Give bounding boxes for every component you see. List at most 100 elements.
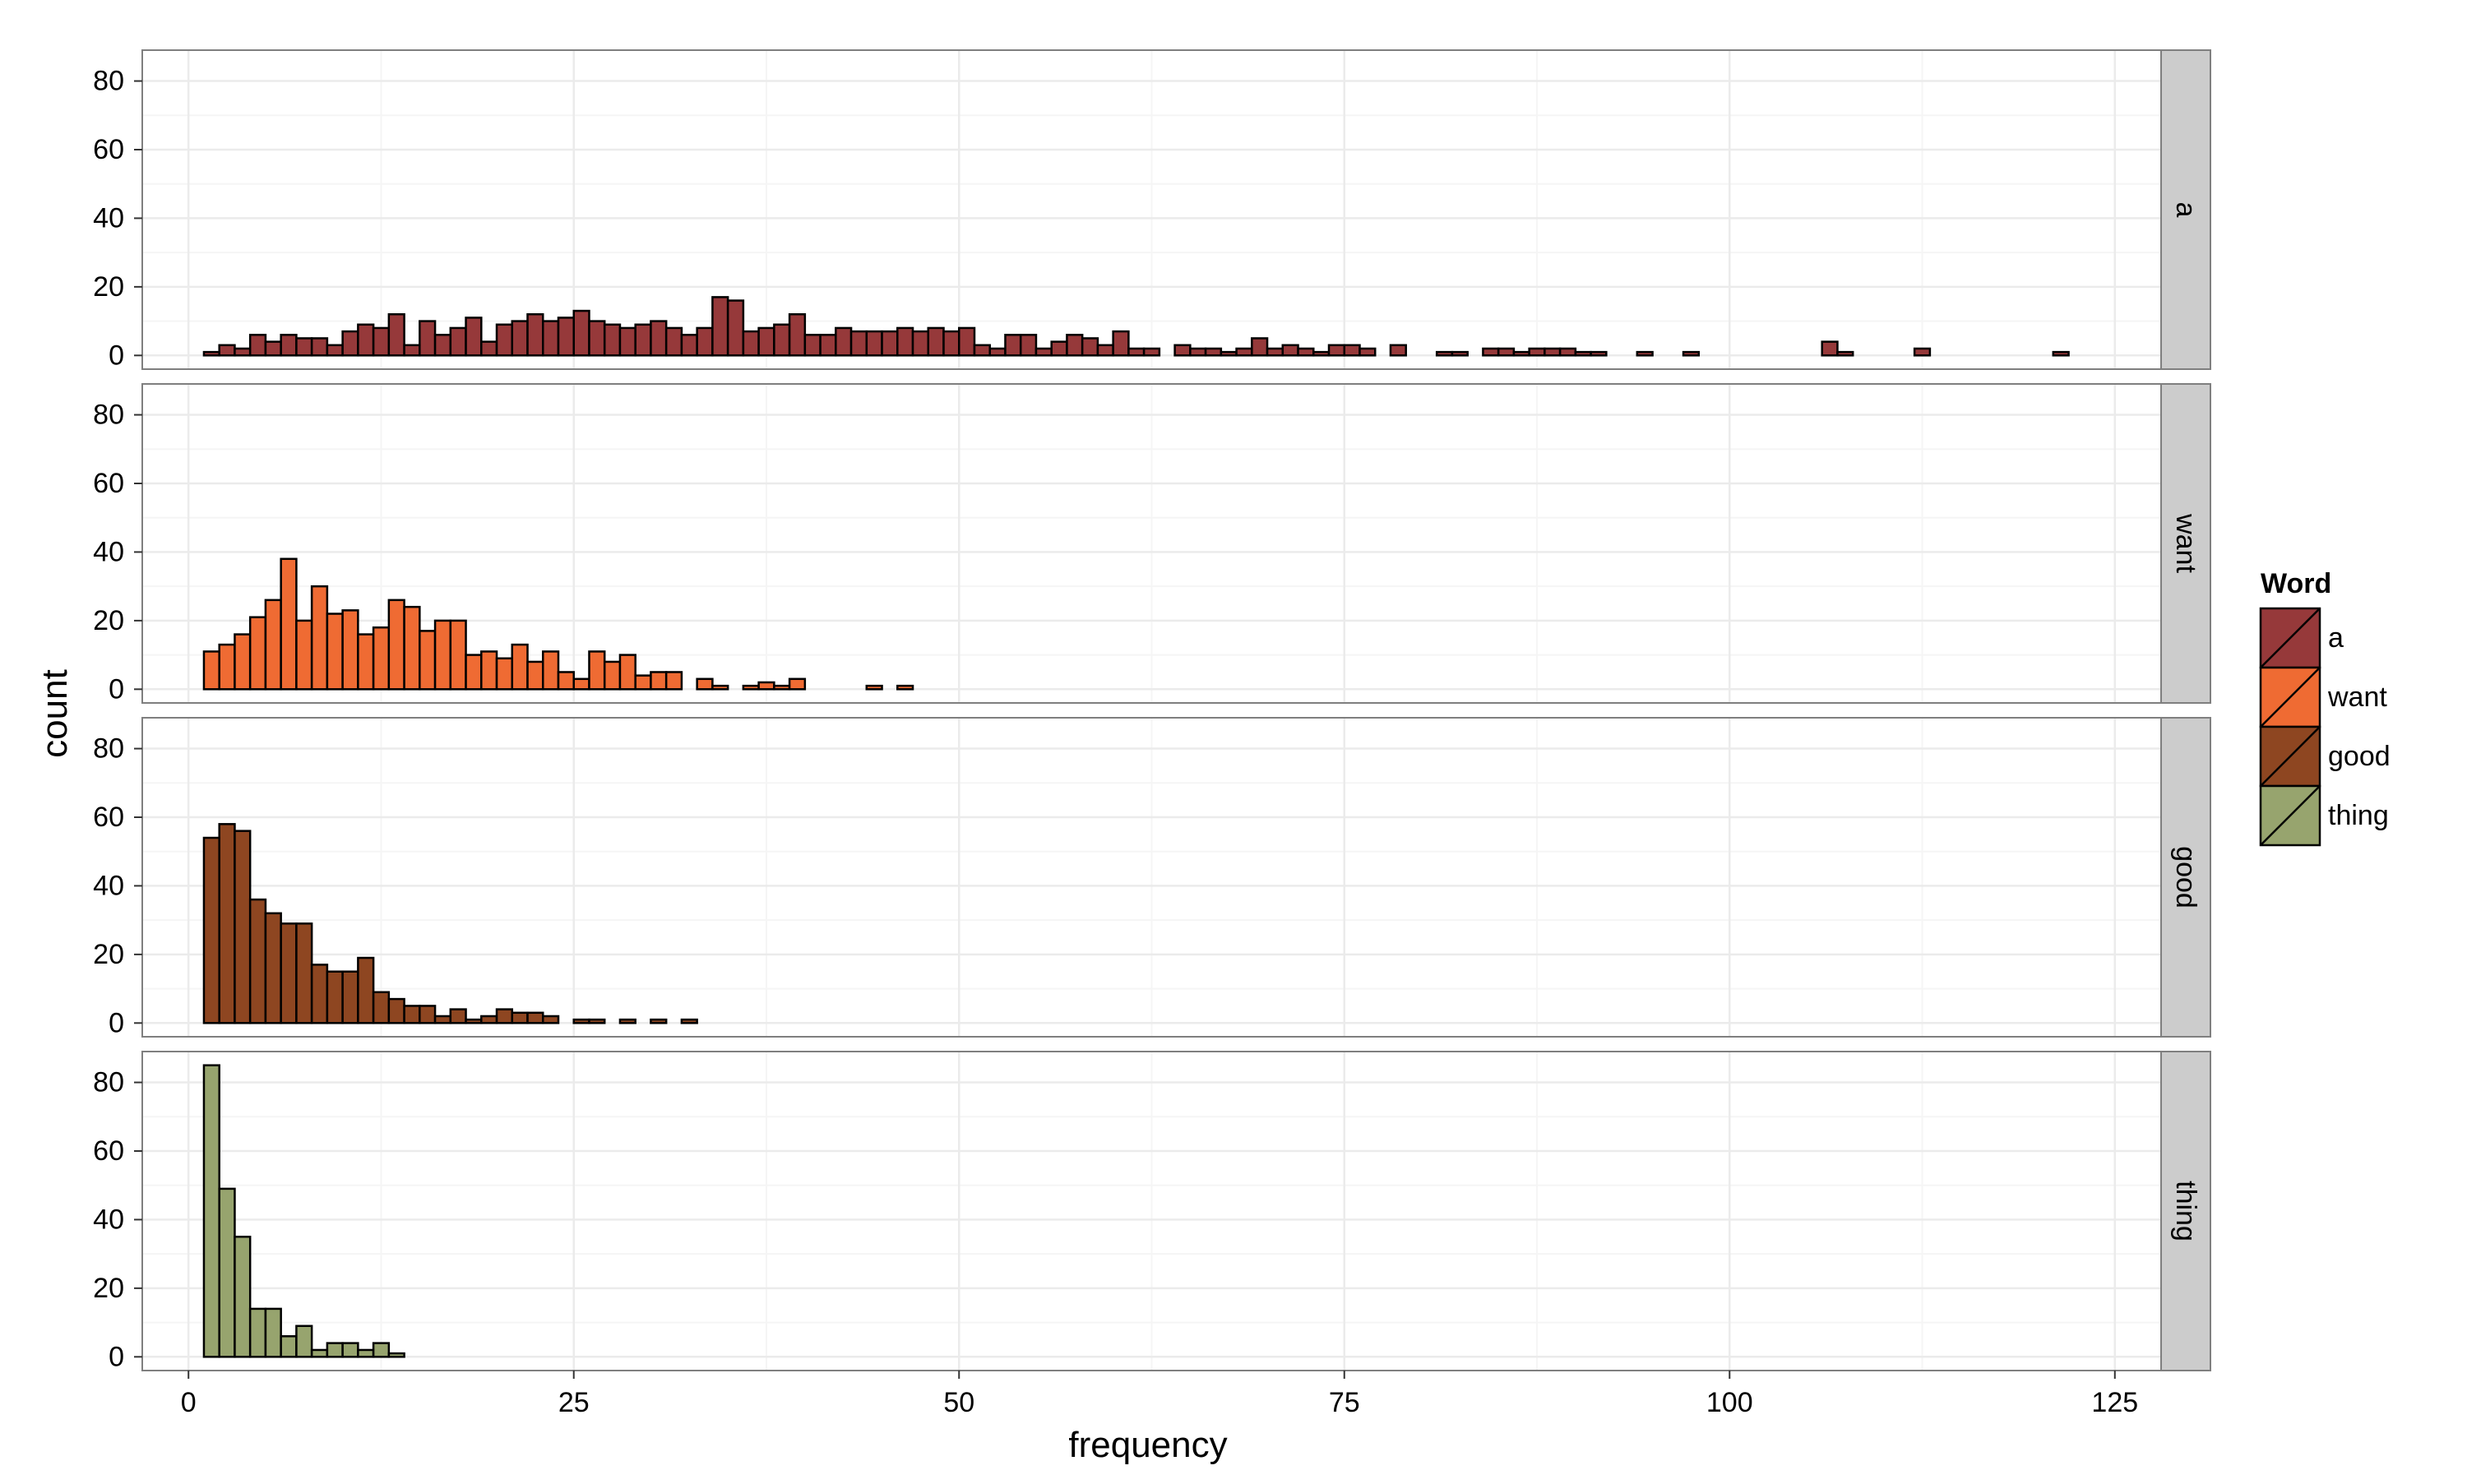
- histogram-bar: [757, 326, 775, 357]
- y-tick-label: 60: [93, 802, 124, 833]
- histogram-bar: [742, 684, 760, 691]
- legend-label-want: want: [2327, 682, 2387, 713]
- histogram-bar: [634, 323, 652, 357]
- histogram-bar: [248, 616, 267, 691]
- histogram-bar: [310, 964, 329, 1024]
- histogram-bar: [896, 326, 914, 357]
- histogram-bar: [542, 1015, 560, 1024]
- histogram-bar: [788, 677, 807, 691]
- facet-strip: [2160, 1051, 2211, 1371]
- histogram-bars: [202, 823, 698, 1024]
- histogram-bar: [773, 323, 791, 357]
- y-tick-label: 20: [93, 939, 124, 970]
- histogram-bars: [202, 296, 2070, 357]
- histogram-bar: [757, 681, 775, 691]
- histogram-bar: [1327, 344, 1346, 357]
- histogram-bar: [218, 1187, 236, 1358]
- y-tick-label: 0: [109, 1007, 124, 1038]
- histogram-bar: [495, 1008, 514, 1024]
- histogram-bar: [403, 344, 421, 357]
- x-tick-label: 100: [1706, 1387, 1753, 1418]
- histogram-bar: [465, 654, 483, 691]
- histogram-bar: [1636, 350, 1654, 357]
- histogram-bar: [280, 922, 298, 1024]
- histogram-bar: [357, 323, 375, 357]
- histogram-bar: [526, 1011, 544, 1024]
- y-tick-label: 80: [93, 400, 124, 431]
- y-tick-label: 60: [93, 1135, 124, 1167]
- histogram-bar: [234, 830, 252, 1024]
- histogram-bar: [588, 320, 606, 357]
- histogram-bar: [1204, 347, 1223, 357]
- x-tick-label: 75: [1329, 1387, 1360, 1418]
- x-tick-label: 25: [558, 1387, 590, 1418]
- y-tick-label: 20: [93, 1273, 124, 1304]
- histogram-bar: [372, 626, 391, 691]
- y-tick-label: 40: [93, 536, 124, 567]
- histogram-bar: [310, 337, 329, 357]
- histogram-bar: [1544, 347, 1562, 357]
- histogram-bar: [449, 326, 467, 357]
- histogram-bar: [1004, 334, 1022, 357]
- histogram-bar: [588, 650, 606, 691]
- facet-panel-a: a 0 20 40 60 80: [93, 49, 2211, 371]
- histogram-bar: [988, 347, 1007, 357]
- histogram-bar: [326, 970, 344, 1024]
- histogram-bar: [511, 643, 529, 691]
- histogram-bar: [280, 557, 298, 691]
- legend-key-slash: [2260, 785, 2321, 846]
- histogram-bar: [495, 323, 514, 357]
- histogram-bar: [295, 922, 313, 1024]
- histogram-bar: [572, 1018, 590, 1024]
- histogram-bar: [942, 330, 960, 357]
- y-tick-label: 80: [93, 733, 124, 765]
- x-tick-label: 0: [181, 1387, 197, 1418]
- histogram-bar: [1189, 347, 1207, 357]
- histogram-bar: [234, 347, 252, 357]
- histogram-bar: [1528, 347, 1546, 357]
- histogram-bar: [1127, 347, 1146, 357]
- histogram-bar: [1034, 347, 1053, 357]
- facet-strip-label: want: [2170, 513, 2201, 573]
- histogram-bar: [326, 613, 344, 691]
- histogram-bar: [803, 334, 822, 357]
- histogram-bar: [480, 340, 498, 357]
- histogram-bar: [372, 1342, 391, 1358]
- histogram-bar: [295, 1325, 313, 1358]
- legend-label-a: a: [2328, 622, 2344, 654]
- x-tick-label: 125: [2091, 1387, 2138, 1418]
- histogram-bar: [711, 684, 729, 691]
- x-axis-title: frequency: [1068, 1425, 1227, 1465]
- histogram-bar: [572, 309, 590, 357]
- histogram-bar: [341, 609, 359, 691]
- y-tick-label: 80: [93, 66, 124, 97]
- histogram-bar: [1682, 350, 1701, 357]
- histogram-bar: [202, 1064, 220, 1358]
- histogram-bar: [280, 334, 298, 357]
- histogram-bar: [557, 671, 575, 691]
- histogram-bar: [1312, 350, 1331, 357]
- histogram-bar: [480, 1015, 498, 1024]
- histogram-bar: [357, 1348, 375, 1358]
- legend-label-thing: thing: [2328, 800, 2389, 831]
- histogram-bar: [1558, 347, 1577, 357]
- histogram-bar: [449, 619, 467, 691]
- histogram-bar: [1836, 350, 1854, 357]
- histogram-bar: [341, 330, 359, 357]
- histogram-bar: [248, 1307, 267, 1358]
- histogram-bars: [202, 1064, 405, 1358]
- histogram-bar: [433, 1015, 452, 1024]
- histogram-bar: [603, 323, 622, 357]
- histogram-bar: [634, 674, 652, 691]
- histogram-bar: [202, 650, 220, 691]
- y-axis-title: count: [35, 669, 75, 758]
- histogram-bar: [1081, 337, 1099, 357]
- histogram-bar: [511, 1011, 529, 1024]
- histogram-bar: [664, 326, 683, 357]
- histogram-bar: [1096, 344, 1114, 357]
- histogram-bar: [650, 320, 668, 357]
- histogram-bar: [295, 619, 313, 691]
- histogram-bar: [1066, 334, 1084, 357]
- histogram-bar: [218, 344, 236, 357]
- histogram-bar: [234, 1236, 252, 1358]
